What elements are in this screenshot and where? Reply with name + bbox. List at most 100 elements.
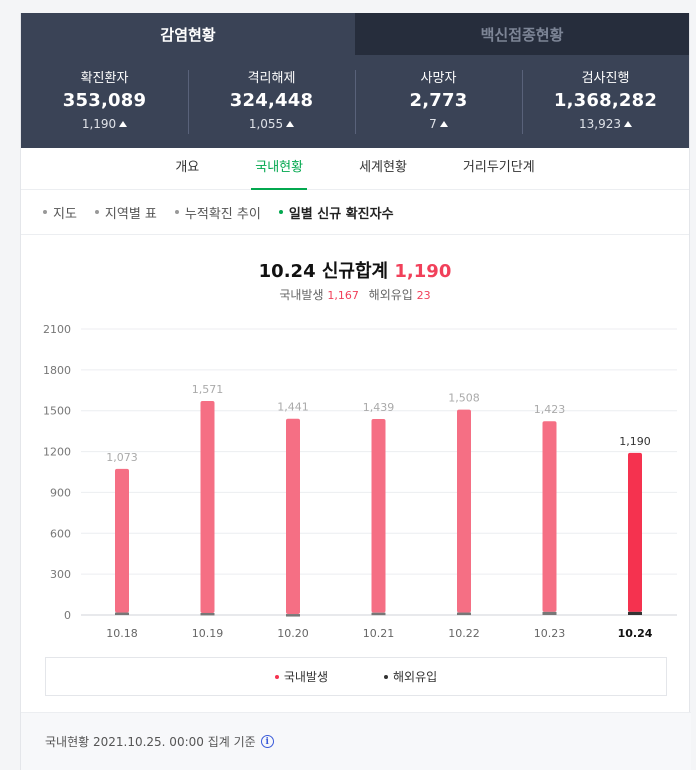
bar-overseas: [286, 614, 300, 617]
stat-change: 1,055: [188, 114, 355, 134]
overseas-label: 해외유입: [368, 288, 413, 302]
chart-subtitle: 국내발생 1,167 해외유입 23: [21, 285, 689, 305]
bar-value-label: 1,073: [106, 451, 138, 464]
y-tick-label: 1200: [43, 446, 71, 459]
bar-value-label: 1,441: [277, 401, 309, 414]
chart-date: 10.24: [258, 261, 316, 282]
stat-label: 격리해제: [247, 70, 296, 86]
x-tick-label: 10.20: [277, 627, 309, 640]
nav-tabs: 개요 국내현황 세계현황 거리두기단계: [21, 148, 689, 190]
stat-value: 1,368,282: [553, 89, 658, 111]
bar-overseas: [628, 611, 642, 615]
y-tick-label: 2100: [43, 323, 71, 336]
legend-item-domestic[interactable]: 국내발생: [274, 668, 328, 685]
sub-tabs: 지도 지역별 표 누적확진 추이 일별 신규 확진자수: [21, 190, 689, 235]
stat-change-value: 13,923: [579, 116, 621, 131]
chart-total-label: 신규합계: [321, 261, 389, 282]
tab-overview[interactable]: 개요: [175, 160, 200, 175]
tab-infection-status[interactable]: 감염현황: [21, 13, 355, 55]
stat-change: 7: [355, 114, 522, 134]
top-tabs: 감염현황 백신접종현황: [21, 13, 689, 55]
stat-change-value: 1,055: [248, 116, 284, 131]
stat-change: 1,190: [21, 114, 188, 134]
tab-domestic[interactable]: 국내현황: [227, 148, 331, 190]
y-tick-label: 1500: [43, 405, 71, 418]
arrow-up-icon: [439, 120, 448, 127]
chart-header: 10.24 신규합계 1,190 국내발생 1,167 해외유입 23: [21, 235, 689, 305]
stat-confirmed: 확진환자 353,089 1,190: [21, 70, 188, 134]
bar-value-label: 1,190: [619, 435, 651, 448]
bar-value-label: 1,571: [192, 383, 224, 396]
tab-vaccination-status[interactable]: 백신접종현황: [355, 13, 689, 55]
bar-domestic: [542, 421, 557, 612]
bar-overseas: [371, 612, 386, 616]
y-tick-label: 600: [50, 527, 71, 540]
bar-value-label: 1,423: [534, 403, 566, 416]
subtab-label: 지역별 표: [104, 206, 157, 222]
stat-value: 2,773: [409, 89, 468, 111]
legend-dot-icon: [384, 674, 388, 679]
stats-panel: 확진환자 353,089 1,190 격리해제 324,448 1,055 사망…: [21, 55, 689, 148]
x-tick-label: 10.19: [192, 627, 224, 640]
bar-value-label: 1,508: [448, 392, 480, 405]
tab-world[interactable]: 세계현황: [359, 160, 407, 175]
footer-text: 국내현황 2021.10.25. 00:00 집계 기준: [45, 735, 256, 749]
stat-testing: 검사진행 1,368,282 13,923: [522, 69, 689, 134]
stat-label: 사망자: [420, 70, 457, 86]
stat-label: 확진환자: [80, 70, 129, 86]
stat-value: 324,448: [229, 89, 314, 111]
overseas-value: 23: [416, 289, 431, 302]
x-tick-label: 10.21: [363, 627, 395, 640]
arrow-up-icon: [119, 120, 128, 127]
x-tick-label: 10.24: [618, 627, 653, 640]
bullet-icon: [278, 210, 283, 214]
bar-value-label: 1,439: [363, 401, 395, 414]
x-tick-label: 10.22: [448, 627, 480, 640]
y-tick-label: 900: [50, 486, 71, 499]
subtab-label: 누적확진 추이: [184, 206, 261, 222]
stat-released: 격리해제 324,448 1,055: [188, 69, 355, 134]
subtab-map[interactable]: 지도: [43, 203, 77, 222]
covid-status-card: 감염현황 백신접종현황 확진환자 353,089 1,190 격리해제 324,…: [20, 13, 691, 770]
bar-domestic: [457, 409, 471, 613]
bar-overseas: [115, 612, 129, 616]
bar-overseas: [542, 611, 557, 615]
subtab-daily-new[interactable]: 일별 신규 확진자수: [278, 203, 394, 222]
bar-domestic: [115, 468, 129, 613]
bullet-icon: [174, 210, 179, 214]
chart-legend: 국내발생 해외유입: [45, 657, 667, 696]
bar-overseas: [200, 612, 215, 616]
stat-deaths: 사망자 2,773 7: [355, 69, 522, 134]
stat-change: 13,923: [522, 114, 689, 134]
x-tick-label: 10.18: [106, 627, 138, 640]
bullet-icon: [94, 210, 99, 214]
bar-domestic: [286, 418, 300, 615]
subtab-label: 지도: [53, 206, 77, 222]
arrow-up-icon: [624, 120, 632, 127]
chart-total: 1,190: [394, 261, 452, 282]
bullet-icon: [43, 210, 47, 214]
bar-domestic: [200, 401, 215, 613]
bar-overseas: [457, 612, 471, 616]
legend-dot-icon: [274, 674, 279, 679]
x-tick-label: 10.23: [534, 627, 566, 640]
domestic-label: 국내발생: [279, 288, 324, 302]
domestic-value: 1,167: [327, 289, 359, 302]
y-tick-label: 1800: [43, 364, 71, 377]
legend-item-overseas[interactable]: 해외유입: [384, 668, 437, 685]
tab-distancing-level[interactable]: 거리두기단계: [462, 160, 535, 175]
chart-title: 10.24 신규합계 1,190: [21, 259, 689, 285]
bar-domestic: [371, 419, 386, 613]
legend-label: 해외유입: [393, 670, 438, 684]
stat-value: 353,089: [62, 89, 147, 111]
info-icon[interactable]: i: [260, 735, 274, 748]
subtab-region-table[interactable]: 지역별 표: [94, 203, 157, 222]
arrow-up-icon: [286, 120, 295, 127]
bar-domestic: [628, 452, 642, 612]
footer-note: 국내현황 2021.10.25. 00:00 집계 기준 i: [21, 712, 691, 770]
stat-change-value: 7: [429, 116, 437, 131]
legend-label: 국내발생: [283, 670, 328, 684]
y-tick-label: 0: [64, 609, 71, 622]
stat-label: 검사진행: [581, 70, 630, 86]
subtab-cumulative-trend[interactable]: 누적확진 추이: [174, 203, 261, 222]
